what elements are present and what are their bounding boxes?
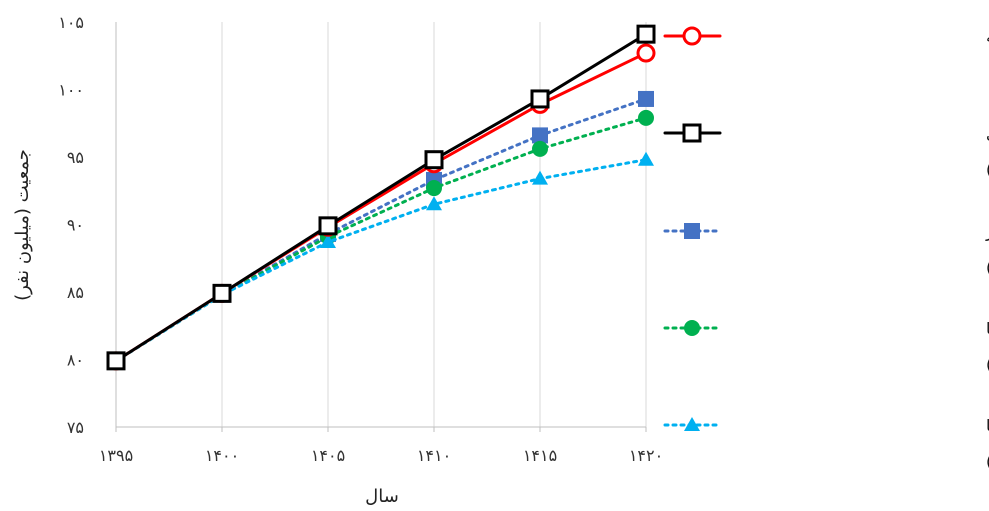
- data-point: [532, 170, 548, 185]
- legend-swatch-marker: [684, 417, 700, 431]
- x-tick-label: ۱۴۲۰: [629, 446, 663, 465]
- x-tick-label: ۱۴۰۰: [205, 446, 239, 465]
- legend-label: مرکز آمار ایران (ثبات باروری در: [985, 222, 989, 242]
- data-point: [638, 109, 654, 126]
- data-point: [530, 89, 550, 109]
- data-point: [212, 283, 232, 303]
- legend: این مطالعه مرکز آمار ایران (افزایش باروری…: [663, 26, 989, 471]
- legend-label: شیب ملایم): [986, 355, 989, 374]
- series-line: [114, 158, 648, 363]
- y-tick-label: ۸۵: [67, 283, 84, 302]
- y-tick-label: ۹۵: [67, 148, 84, 167]
- series-line: [114, 97, 648, 363]
- legend-swatch-marker: [684, 223, 700, 239]
- series-group: [106, 24, 656, 371]
- x-tick-label: ۱۳۹۵: [99, 446, 133, 465]
- legend-label: نسبت به سطح فعلی): [986, 160, 989, 180]
- legend-label: مرکز آمار ایران (افزایش باروری: [986, 124, 989, 144]
- legend-swatch-marker: [682, 123, 702, 143]
- legend-label: مرکز آمار ایران (کاهش باروری با: [986, 319, 989, 339]
- y-axis-title: جمعیت (میلیون نفر): [12, 149, 33, 301]
- data-point: [636, 24, 656, 44]
- data-point: [426, 180, 442, 197]
- y-tick-label: ۱۰۰: [58, 81, 84, 100]
- legend-label: سطح فعلی): [986, 258, 989, 278]
- data-point: [532, 140, 548, 157]
- data-point: [638, 90, 654, 107]
- legend-entry-3: مرکز آمار ایران (ثبات باروری در سطح فعلی): [663, 222, 989, 278]
- y-tick-label: ۸۰: [67, 351, 84, 370]
- data-point: [106, 351, 126, 371]
- x-tick-label: ۱۴۱۵: [523, 446, 557, 465]
- series-5: [108, 151, 654, 367]
- series-line: [114, 32, 648, 363]
- series-4: [108, 109, 654, 369]
- data-point: [638, 151, 654, 166]
- legend-swatch-marker: [682, 26, 702, 46]
- series-line: [114, 116, 648, 363]
- y-tick-label: ۷۵: [67, 418, 84, 437]
- data-point: [318, 216, 338, 236]
- legend-entry-4: مرکز آمار ایران (کاهش باروری با شیب ملایم…: [663, 319, 989, 374]
- y-tick-label: ۹۰: [67, 216, 84, 235]
- legend-entry-5: مرکز آمار ایران (کاهش باروری با شیب تند): [663, 416, 989, 471]
- data-point: [426, 196, 442, 211]
- x-tick-labels: ۱۳۹۵ ۱۴۰۰ ۱۴۰۵ ۱۴۱۰ ۱۴۱۵ ۱۴۲۰: [99, 446, 663, 465]
- series-3: [108, 90, 654, 369]
- x-axis-title: سال: [365, 486, 399, 507]
- y-tick-labels: ۷۵ ۸۰ ۸۵ ۹۰ ۹۵ ۱۰۰ ۱۰۵: [58, 13, 84, 437]
- legend-entry-2: مرکز آمار ایران (افزایش باروری نسبت به سط…: [663, 123, 989, 180]
- legend-swatch-marker: [684, 320, 700, 336]
- legend-label: شیب تند): [986, 452, 989, 471]
- legend-label: مرکز آمار ایران (کاهش باروری با: [986, 416, 989, 436]
- x-tick-label: ۱۴۰۵: [311, 446, 345, 465]
- x-tick-label: ۱۴۱۰: [417, 446, 451, 465]
- data-point: [532, 127, 548, 144]
- series-2: [106, 24, 656, 371]
- data-point: [424, 150, 444, 170]
- data-point: [320, 234, 336, 249]
- legend-label: این مطالعه: [986, 27, 989, 47]
- y-tick-label: ۱۰۵: [58, 13, 84, 32]
- legend-entry-1: این مطالعه: [663, 26, 989, 47]
- data-point: [636, 43, 656, 63]
